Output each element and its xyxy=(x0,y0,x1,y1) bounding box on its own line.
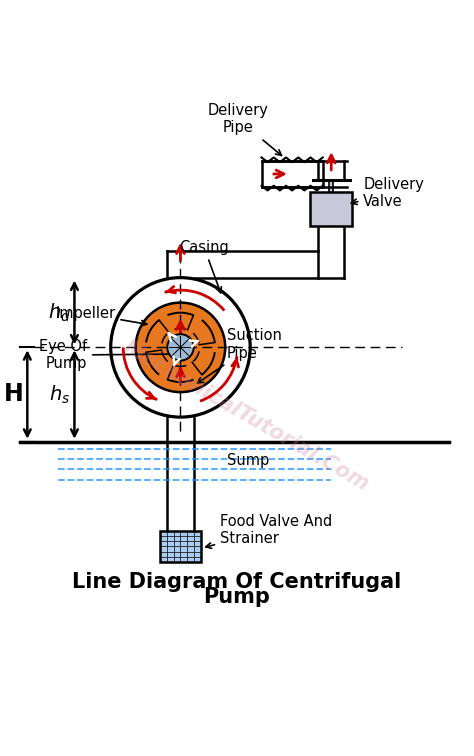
Text: Eye Of
Pump: Eye Of Pump xyxy=(39,339,182,371)
Text: Pump: Pump xyxy=(203,587,271,607)
Text: Impeller: Impeller xyxy=(55,306,147,326)
Bar xyxy=(310,192,352,226)
Text: Sump: Sump xyxy=(227,453,269,468)
Text: $h_d$: $h_d$ xyxy=(48,302,71,324)
Text: Delivery
Pipe: Delivery Pipe xyxy=(208,103,282,156)
Text: Delivery
Valve: Delivery Valve xyxy=(351,177,424,209)
Text: Food Valve And
Strainer: Food Valve And Strainer xyxy=(206,514,332,548)
Text: MechanicalTutorial.Com: MechanicalTutorial.Com xyxy=(120,337,373,494)
Text: Line Diagram Of Centrifugal: Line Diagram Of Centrifugal xyxy=(73,572,401,591)
Bar xyxy=(262,161,323,187)
Circle shape xyxy=(136,302,225,392)
Text: $h_s$: $h_s$ xyxy=(49,383,70,406)
Text: H: H xyxy=(4,383,24,407)
Text: Casing: Casing xyxy=(179,240,229,293)
Bar xyxy=(160,531,201,562)
Bar xyxy=(329,180,333,192)
Circle shape xyxy=(167,334,194,361)
Text: Suction
Pipe: Suction Pipe xyxy=(198,328,282,383)
